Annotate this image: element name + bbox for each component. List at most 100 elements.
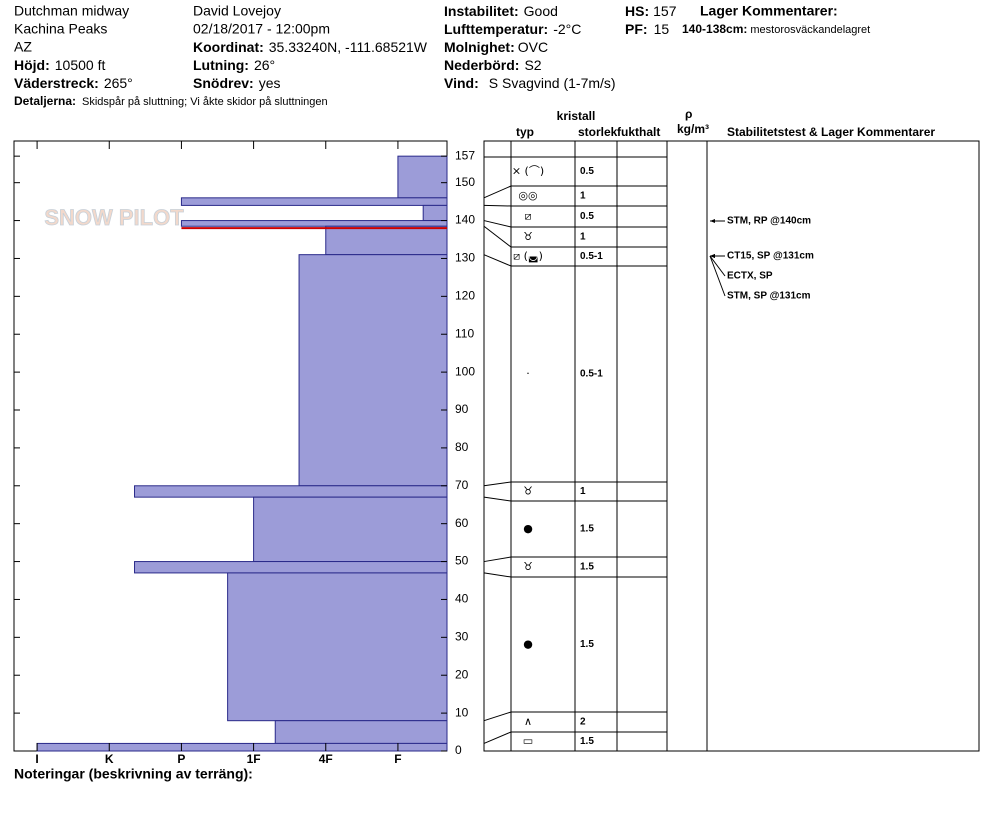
header-comments: Stabilitetstest & Lager Kommentarer bbox=[727, 125, 935, 139]
datetime: 02/18/2017 - 12:00pm bbox=[193, 21, 330, 37]
header-type: typ bbox=[516, 125, 534, 139]
layer-comment: 140-138cm: mestorosväckandelagret bbox=[682, 22, 870, 36]
coordinates: Koordinat: 35.33240N, -111.68521W bbox=[193, 39, 428, 55]
crystal-type: ● bbox=[523, 522, 533, 535]
slope: Lutning: 26° bbox=[193, 57, 275, 73]
layer-connector bbox=[483, 731, 512, 744]
header-crystal: kristall bbox=[557, 109, 596, 123]
layer-connector bbox=[483, 204, 512, 207]
crystal-size: 1 bbox=[580, 232, 586, 243]
precip: Nederbörd: S2 bbox=[444, 57, 542, 73]
table-frame bbox=[483, 140, 980, 752]
y-tick-label: 90 bbox=[455, 402, 469, 416]
layer-bar bbox=[397, 155, 448, 199]
elevation: Höjd: 10500 ft bbox=[14, 57, 105, 73]
y-tick-label: 140 bbox=[455, 213, 475, 227]
crystal-size: 0.5 bbox=[580, 211, 594, 222]
layer-bar bbox=[298, 254, 448, 487]
layer-comments-title: Lager Kommentarer: bbox=[700, 3, 838, 19]
wind: Vind: S Svagvind (1-7m/s) bbox=[444, 75, 616, 91]
y-tick-label: 150 bbox=[455, 175, 475, 189]
x-tick-label: P bbox=[177, 752, 185, 766]
layer-connector bbox=[483, 254, 512, 267]
layer-connector bbox=[483, 572, 512, 578]
notes: Noteringar (beskrivning av terräng): bbox=[14, 766, 253, 782]
test-pointer bbox=[709, 255, 726, 277]
x-tick-label: K bbox=[105, 752, 114, 766]
header-rho: ρ bbox=[685, 107, 692, 121]
crystal-type: ∧ bbox=[524, 715, 532, 728]
stability-test: ECTX, SP bbox=[727, 271, 773, 282]
y-tick-label: 30 bbox=[455, 630, 469, 644]
crystal-size: 1 bbox=[580, 486, 586, 497]
y-tick-label: 20 bbox=[455, 667, 469, 681]
y-tick-label: 50 bbox=[455, 554, 469, 568]
crystal-size: 1.5 bbox=[580, 524, 594, 535]
crystal-size: 1.5 bbox=[580, 639, 594, 650]
layer-connector bbox=[483, 220, 512, 228]
crystal-type: · bbox=[526, 367, 530, 380]
layer-bar bbox=[134, 485, 448, 498]
layer-connector bbox=[483, 225, 512, 248]
header-density: kg/m³ bbox=[677, 122, 709, 136]
layer-bar bbox=[36, 742, 448, 752]
layer-bar bbox=[422, 204, 448, 222]
crystal-type: ♉ bbox=[523, 230, 533, 243]
y-tick-label: 120 bbox=[455, 289, 475, 303]
layer-connector bbox=[483, 556, 512, 563]
y-tick-label: 10 bbox=[455, 705, 469, 719]
crystal-type: ▭ bbox=[523, 735, 533, 748]
crystal-type: ⧄ (◛) bbox=[513, 250, 543, 263]
y-tick-label: 80 bbox=[455, 440, 469, 454]
sky: Molnighet: OVC bbox=[444, 39, 548, 55]
crystal-size: 2 bbox=[580, 717, 586, 728]
crystal-size: 1.5 bbox=[580, 562, 594, 573]
layer-connector bbox=[483, 481, 512, 487]
crystal-type: ◎◎ bbox=[518, 189, 537, 202]
y-tick-label: 157 bbox=[455, 148, 475, 162]
y-tick-label: 70 bbox=[455, 478, 469, 492]
stability: Instabilitet: Good bbox=[444, 3, 558, 19]
y-tick-label: 130 bbox=[455, 251, 475, 265]
test-arrow bbox=[710, 254, 715, 258]
crystal-size: 0.5-1 bbox=[580, 251, 603, 262]
test-arrow bbox=[710, 219, 715, 223]
layer-connector bbox=[483, 711, 512, 722]
y-tick-label: 40 bbox=[455, 592, 469, 606]
test-pointer bbox=[709, 255, 726, 297]
layer-bar bbox=[253, 496, 448, 563]
crystal-type: ♉ bbox=[523, 485, 533, 498]
crystal-type: ⨯ (⌒) bbox=[512, 165, 544, 178]
stability-test: CT15, SP @131cm bbox=[727, 251, 814, 262]
y-tick-label: 0 bbox=[455, 743, 462, 757]
stability-test: STM, RP @140cm bbox=[727, 216, 811, 227]
x-tick-label: I bbox=[35, 752, 38, 766]
layer-bar bbox=[180, 197, 448, 206]
crystal-size: 1.5 bbox=[580, 736, 594, 747]
layer-connector bbox=[483, 185, 512, 199]
hs: HS: 157 bbox=[625, 3, 677, 19]
air-temp: Lufttemperatur: -2°C bbox=[444, 21, 581, 37]
details: Detaljerna: Skidspår på sluttning; Vi åkt… bbox=[14, 94, 328, 108]
y-tick-label: 110 bbox=[455, 326, 474, 340]
layer-bar bbox=[325, 225, 448, 256]
watermark: SNOW PILOT bbox=[44, 205, 184, 230]
crystal-size: 0.5 bbox=[580, 166, 594, 177]
header-size: storlek bbox=[578, 125, 618, 139]
x-tick-label: 1F bbox=[247, 752, 261, 766]
crystal-type: ♉ bbox=[523, 560, 533, 573]
header-moisture: fukthalt bbox=[617, 125, 660, 139]
x-tick-label: 4F bbox=[319, 752, 333, 766]
x-tick-label: F bbox=[394, 752, 401, 766]
stability-test: STM, SP @131cm bbox=[727, 291, 811, 302]
layer-bar bbox=[274, 720, 448, 744]
pf: PF: 15 bbox=[625, 21, 669, 37]
layer-bar bbox=[134, 561, 448, 574]
area: Kachina Peaks bbox=[14, 21, 107, 37]
drift: Snödrev: yes bbox=[193, 75, 280, 91]
location: Dutchman midway bbox=[14, 3, 129, 19]
layer-bar bbox=[180, 220, 448, 227]
state: AZ bbox=[14, 39, 32, 55]
crystal-type: ● bbox=[523, 638, 533, 651]
